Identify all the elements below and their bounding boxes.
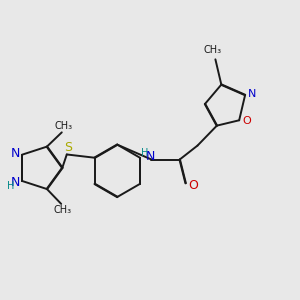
- Text: N: N: [146, 150, 155, 163]
- Text: N: N: [248, 88, 256, 98]
- Text: CH₃: CH₃: [54, 121, 72, 131]
- Text: CH₃: CH₃: [203, 45, 221, 56]
- Text: O: O: [188, 179, 198, 192]
- Text: S: S: [64, 141, 72, 154]
- Text: N: N: [11, 176, 20, 189]
- Text: H: H: [7, 181, 14, 191]
- Text: H: H: [141, 148, 148, 158]
- Text: O: O: [242, 116, 251, 126]
- Text: CH₃: CH₃: [54, 206, 72, 215]
- Text: N: N: [11, 147, 20, 160]
